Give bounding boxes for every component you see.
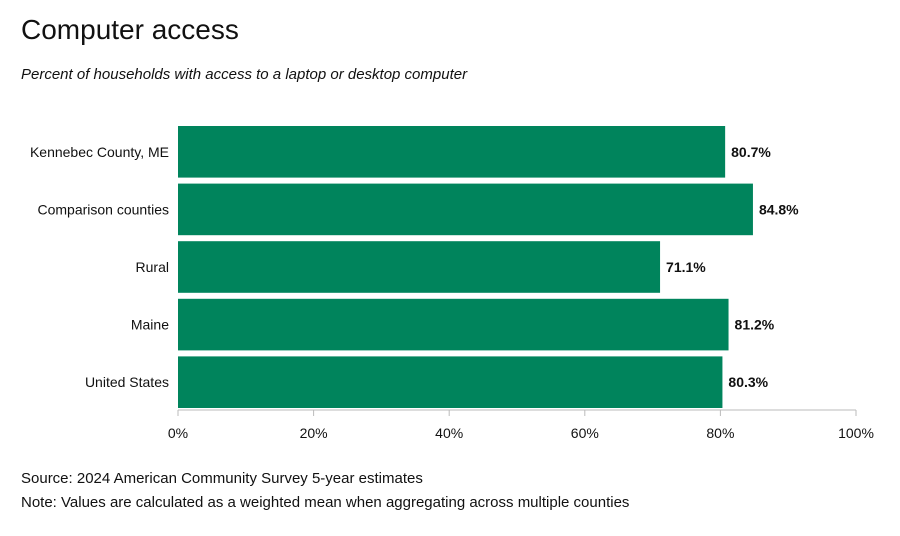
bar-maine [178, 298, 729, 351]
x-tick-label: 0% [168, 425, 188, 441]
category-label: Comparison counties [37, 201, 169, 217]
value-label: 81.2% [735, 317, 775, 333]
bar-rural [178, 241, 661, 293]
value-label: 84.8% [759, 201, 799, 217]
x-tick-label: 60% [571, 425, 599, 441]
value-label: 80.7% [731, 144, 771, 160]
bar-comparison-counties [178, 183, 753, 236]
chart-title: Computer access [21, 14, 239, 45]
category-label: United States [85, 374, 169, 390]
category-label: Rural [136, 259, 169, 275]
bars-group: Kennebec County, ME 80.7% Comparison count… [30, 126, 799, 408]
source-note: Source: 2024 American Community Survey 5… [21, 470, 423, 487]
x-tick-label: 20% [300, 425, 328, 441]
x-axis: 0% 20% 40% 60% 80% 100% [168, 409, 874, 441]
chart-subtitle: Percent of households with access to a l… [21, 66, 468, 83]
value-label: 71.1% [666, 259, 706, 275]
x-tick-label: 40% [435, 425, 463, 441]
category-label: Kennebec County, ME [30, 144, 169, 160]
x-tick-label: 100% [838, 425, 874, 441]
bar-united-states [178, 356, 723, 408]
value-label: 80.3% [728, 374, 768, 390]
x-tick-label: 80% [706, 425, 734, 441]
methodology-note: Note: Values are calculated as a weighte… [21, 494, 630, 511]
bar-kennebec-county-me [178, 126, 726, 178]
category-label: Maine [131, 317, 169, 333]
